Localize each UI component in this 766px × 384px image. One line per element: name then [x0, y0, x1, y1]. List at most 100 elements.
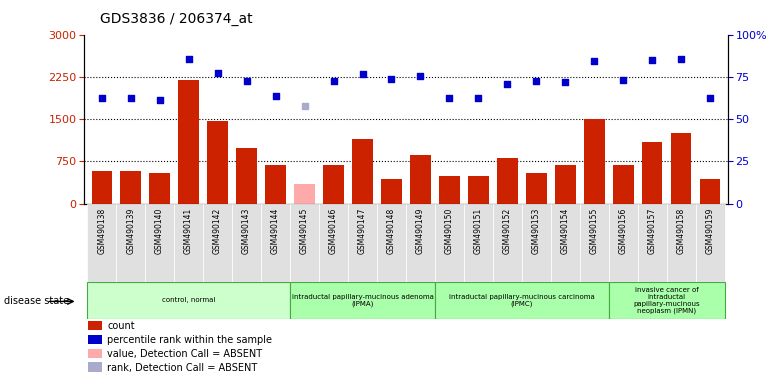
- Point: [211, 70, 224, 76]
- Text: GSM490143: GSM490143: [242, 207, 251, 254]
- Bar: [294, 184, 315, 204]
- Text: percentile rank within the sample: percentile rank within the sample: [107, 334, 272, 345]
- Bar: [435, 282, 609, 319]
- Bar: [116, 204, 145, 282]
- Text: value, Detection Call = ABSENT: value, Detection Call = ABSENT: [107, 349, 262, 359]
- Point: [675, 56, 687, 63]
- Bar: [435, 204, 464, 282]
- Point: [501, 81, 513, 87]
- Bar: [145, 204, 174, 282]
- Bar: [584, 119, 604, 204]
- Text: invasive cancer of
intraductal
papillary-mucinous
neoplasm (IPMN): invasive cancer of intraductal papillary…: [633, 287, 700, 314]
- Text: GSM490153: GSM490153: [532, 207, 541, 254]
- Text: GSM490147: GSM490147: [358, 207, 367, 254]
- Bar: [203, 204, 232, 282]
- Bar: [671, 133, 692, 204]
- Text: GSM490139: GSM490139: [126, 207, 135, 254]
- Bar: [87, 282, 290, 319]
- Bar: [174, 204, 203, 282]
- Point: [153, 97, 165, 103]
- Text: GSM490158: GSM490158: [677, 207, 686, 254]
- Bar: [290, 282, 435, 319]
- Bar: [526, 173, 547, 204]
- Point: [125, 95, 137, 101]
- Point: [270, 93, 282, 99]
- Text: intraductal papillary-mucinous carcinoma
(IPMC): intraductal papillary-mucinous carcinoma…: [449, 294, 594, 307]
- Bar: [468, 176, 489, 204]
- Text: GSM490156: GSM490156: [619, 207, 628, 254]
- Bar: [497, 159, 518, 204]
- Text: disease state: disease state: [4, 296, 69, 306]
- Text: GSM490148: GSM490148: [387, 207, 396, 254]
- Text: intraductal papillary-mucinous adenoma
(IPMA): intraductal papillary-mucinous adenoma (…: [292, 294, 434, 307]
- Point: [356, 71, 368, 77]
- Point: [588, 58, 601, 64]
- Point: [182, 56, 195, 63]
- Point: [96, 94, 108, 101]
- Point: [617, 77, 630, 83]
- Text: GSM490142: GSM490142: [213, 207, 222, 254]
- Bar: [609, 204, 638, 282]
- Bar: [120, 171, 141, 204]
- Bar: [87, 321, 102, 330]
- Point: [704, 95, 716, 101]
- Point: [444, 95, 456, 101]
- Text: GSM490151: GSM490151: [474, 207, 483, 254]
- Text: GSM490138: GSM490138: [97, 207, 106, 254]
- Text: GDS3836 / 206374_at: GDS3836 / 206374_at: [100, 12, 252, 25]
- Point: [299, 103, 311, 109]
- Point: [647, 57, 659, 63]
- Bar: [580, 204, 609, 282]
- Text: GSM490154: GSM490154: [561, 207, 570, 254]
- Point: [473, 95, 485, 101]
- Text: GSM490155: GSM490155: [590, 207, 599, 254]
- Bar: [208, 121, 228, 204]
- Bar: [522, 204, 551, 282]
- Bar: [87, 349, 102, 358]
- Text: GSM490149: GSM490149: [416, 207, 425, 254]
- Bar: [261, 204, 290, 282]
- Bar: [87, 362, 102, 372]
- Bar: [237, 148, 257, 204]
- Text: GSM490157: GSM490157: [648, 207, 656, 254]
- Text: GSM490159: GSM490159: [705, 207, 715, 254]
- Bar: [348, 204, 377, 282]
- Bar: [700, 179, 721, 204]
- Text: GSM490152: GSM490152: [503, 207, 512, 254]
- Text: GSM490150: GSM490150: [445, 207, 454, 254]
- Bar: [323, 165, 344, 204]
- Text: GSM490145: GSM490145: [300, 207, 309, 254]
- Bar: [493, 204, 522, 282]
- Text: GSM490141: GSM490141: [184, 207, 193, 254]
- Bar: [149, 173, 170, 204]
- Point: [530, 78, 542, 84]
- Bar: [696, 204, 725, 282]
- Text: GSM490140: GSM490140: [155, 207, 164, 254]
- Bar: [91, 171, 112, 204]
- Point: [414, 73, 427, 79]
- Bar: [406, 204, 435, 282]
- Bar: [232, 204, 261, 282]
- Bar: [411, 154, 430, 204]
- Bar: [614, 165, 633, 204]
- Bar: [642, 142, 663, 204]
- Bar: [440, 176, 460, 204]
- Text: rank, Detection Call = ABSENT: rank, Detection Call = ABSENT: [107, 362, 257, 372]
- Bar: [377, 204, 406, 282]
- Bar: [265, 165, 286, 204]
- Point: [559, 79, 571, 85]
- Bar: [609, 282, 725, 319]
- Bar: [87, 334, 102, 344]
- Point: [241, 78, 253, 84]
- Bar: [551, 204, 580, 282]
- Text: GSM490146: GSM490146: [329, 207, 338, 254]
- Bar: [87, 204, 116, 282]
- Point: [385, 76, 398, 82]
- Bar: [290, 204, 319, 282]
- Text: control, normal: control, normal: [162, 298, 215, 303]
- Bar: [638, 204, 667, 282]
- Bar: [555, 165, 575, 204]
- Text: count: count: [107, 321, 135, 331]
- Point: [327, 78, 339, 84]
- Bar: [667, 204, 696, 282]
